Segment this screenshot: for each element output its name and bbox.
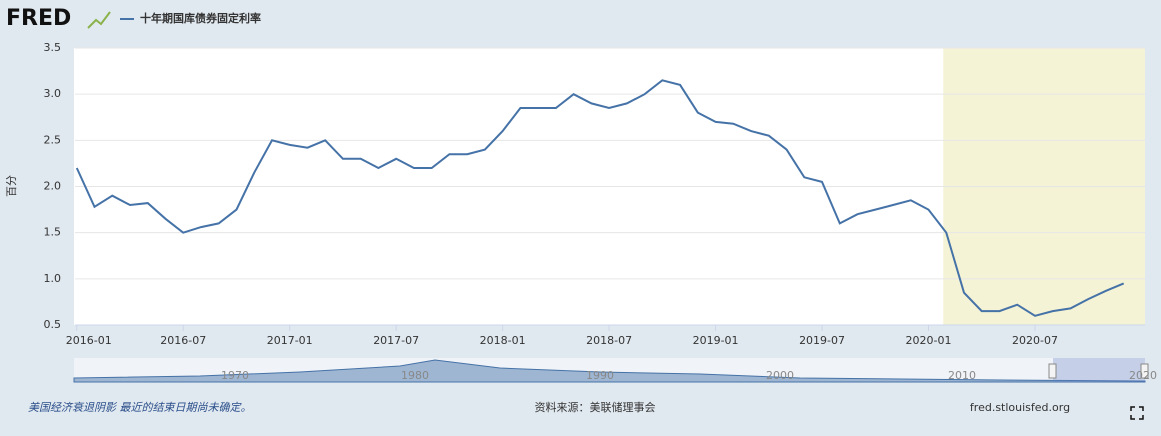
x-tick-label: 2016-01 [66,334,112,347]
x-tick-label: 2020-07 [1012,334,1058,347]
navigator-label: 1970 [221,369,249,382]
x-tick-label: 2019-01 [693,334,739,347]
x-tick-label: 2017-07 [373,334,419,347]
brand[interactable]: FRED [6,6,71,31]
x-tick-label: 2017-01 [267,334,313,347]
navigator-label: 2010 [948,369,976,382]
brand-icon [87,11,111,29]
y-axis-label: 百分 [5,175,18,197]
x-tick-label: 2016-07 [160,334,206,347]
y-tick-label: 0.5 [44,318,62,331]
y-tick-label: 3.0 [44,87,62,100]
navigator-label: 2020 [1129,369,1157,382]
y-tick-label: 3.5 [44,41,62,54]
y-tick-label: 2.5 [44,133,62,146]
x-tick-label: 2018-07 [586,334,632,347]
navigator-label: 1980 [401,369,429,382]
footer-source: 资料来源：美联储理事会 [535,400,656,414]
navigator-series [73,359,1146,383]
y-tick-label: 2.0 [44,180,62,193]
navigator-handle[interactable] [1140,363,1149,379]
legend-label: 十年期国库债券固定利率 [140,11,261,25]
y-tick-label: 1.5 [44,226,62,239]
fullscreen-icon[interactable] [1130,406,1144,420]
x-tick-label: 2020-01 [906,334,952,347]
x-tick-label: 2018-01 [480,334,526,347]
footer-note[interactable]: 美国经济衰退阴影 最近的结束日期尚未确定。 [28,401,252,414]
navigator-label: 1990 [586,369,614,382]
navigator-window[interactable] [1053,358,1145,382]
y-tick-label: 1.0 [44,272,62,285]
x-tick-label: 2019-07 [799,334,845,347]
navigator-label: 2000 [766,369,794,382]
footer-site[interactable]: fred.stlouisfed.org [970,401,1070,414]
series-line [75,79,1125,317]
navigator-handle[interactable] [1048,363,1057,379]
